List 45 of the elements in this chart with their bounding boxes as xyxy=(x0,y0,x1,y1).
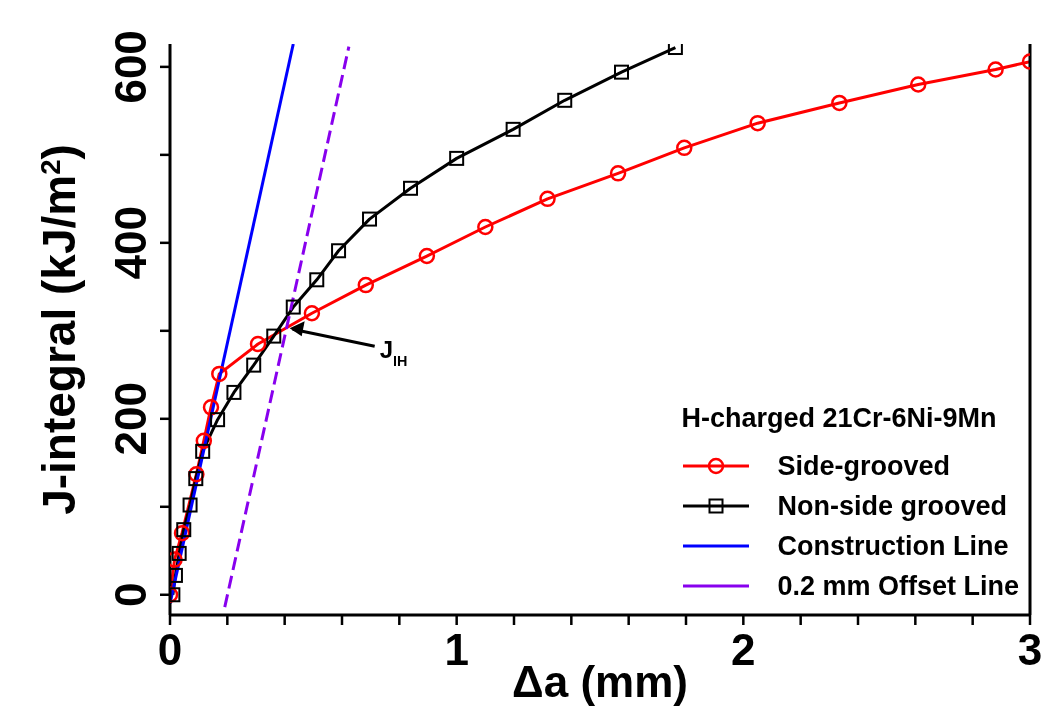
point xyxy=(609,165,627,182)
point xyxy=(987,61,1004,78)
point xyxy=(226,384,242,400)
point xyxy=(557,92,573,108)
y-tick-label: 200 xyxy=(106,382,155,456)
point xyxy=(831,94,848,112)
y-tick-label: 0 xyxy=(106,582,155,608)
annotation: J$_{IH}$ xyxy=(379,336,408,370)
point xyxy=(539,190,556,208)
legend-title: H-charged 21Cr-6Ni-9Mn xyxy=(681,403,997,433)
x-axis-title: Δa (mm) xyxy=(512,657,688,706)
x-tick-label: 3 xyxy=(1017,625,1043,674)
y-tick-label: 400 xyxy=(106,206,155,280)
y-tick-label: 600 xyxy=(106,30,155,104)
legend-label: Non-side grooved xyxy=(777,490,1007,523)
point xyxy=(182,497,198,513)
x-tick-label: 2 xyxy=(731,625,756,674)
point xyxy=(303,304,321,322)
legend-label: Side-grooved xyxy=(777,450,950,483)
point xyxy=(309,272,325,288)
point xyxy=(188,471,204,487)
point xyxy=(357,276,375,294)
point xyxy=(749,114,766,132)
point xyxy=(403,180,419,196)
legend-label: Construction Line xyxy=(777,530,1009,563)
point xyxy=(210,412,226,428)
point xyxy=(362,211,378,227)
point xyxy=(285,299,301,315)
legend-label: 0.2 mm Offset Line xyxy=(777,570,1019,603)
point xyxy=(266,328,282,344)
point xyxy=(449,150,465,166)
point xyxy=(614,64,629,80)
x-tick-label: 1 xyxy=(444,625,469,674)
point xyxy=(676,139,693,157)
point xyxy=(171,545,187,561)
point xyxy=(176,522,192,538)
point xyxy=(249,335,267,353)
point xyxy=(909,76,927,93)
point xyxy=(246,357,262,373)
point xyxy=(505,121,521,137)
point xyxy=(195,443,211,459)
point xyxy=(477,218,494,236)
point xyxy=(418,247,436,265)
point xyxy=(331,243,347,259)
point xyxy=(211,365,228,383)
